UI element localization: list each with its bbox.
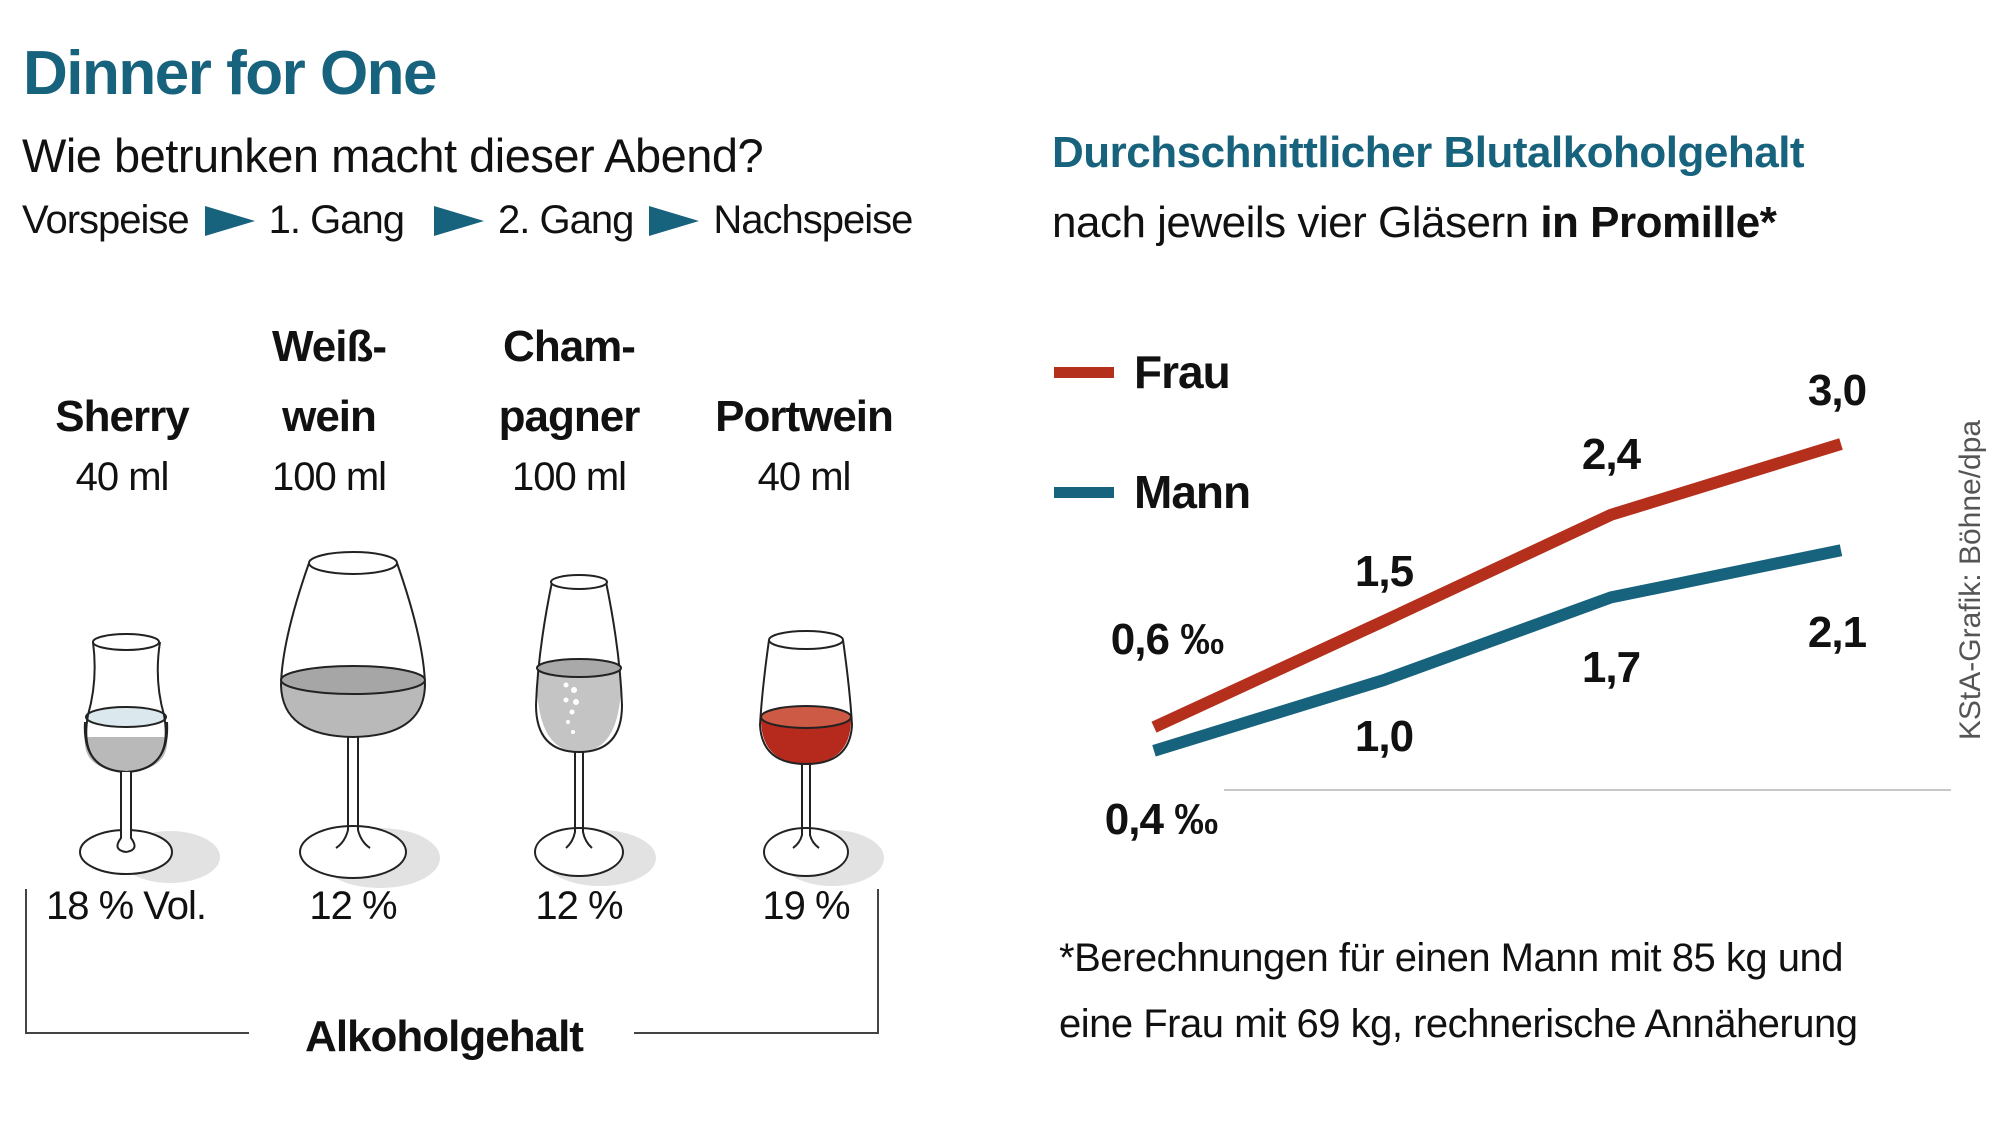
footnote-line: eine Frau mit 69 kg, rechnerische Annähe… bbox=[1059, 1002, 1858, 1046]
footnote-line: *Berechnungen für einen Mann mit 85 kg u… bbox=[1059, 936, 1843, 980]
course-sequence: Vorspeise 1. Gang 2. Gang Nachspeise bbox=[22, 198, 913, 243]
drink-name: pagner bbox=[498, 392, 641, 441]
drink-volume: 40 ml bbox=[75, 455, 170, 499]
drink-name-line1: Cham- bbox=[503, 322, 636, 371]
alcohol-bracket bbox=[25, 889, 879, 1034]
drink-volume: 100 ml bbox=[511, 455, 627, 499]
legend-item-mann: Mann bbox=[1054, 465, 1251, 519]
alcohol-percent: 18 % Vol. bbox=[45, 884, 207, 928]
champagne-glass-icon bbox=[534, 574, 656, 886]
triangle-right-icon bbox=[649, 205, 700, 236]
legend-label: Frau bbox=[1134, 346, 1231, 398]
data-label-mann-3: 1,7 bbox=[1581, 643, 1641, 692]
triangle-right-icon bbox=[434, 205, 484, 236]
sherry-glass-icon bbox=[79, 633, 220, 883]
drink-name-line1: Weiß- bbox=[272, 322, 387, 371]
triangle-right-icon bbox=[204, 205, 255, 236]
data-label-mann-4: 2,1 bbox=[1807, 608, 1867, 657]
legend-swatch-frau bbox=[1054, 366, 1114, 378]
data-label-frau-2: 1,5 bbox=[1354, 547, 1414, 596]
drink-volume: 40 ml bbox=[757, 455, 852, 499]
drink-name: Sherry bbox=[55, 392, 189, 441]
alcohol-percent: 19 % bbox=[762, 884, 850, 928]
port-wine-glass-icon bbox=[758, 630, 884, 886]
white-wine-glass-icon bbox=[279, 551, 440, 888]
data-label-frau-3: 2,4 bbox=[1581, 430, 1641, 479]
footnote: *Berechnungen für einen Mann mit 85 kg u… bbox=[1059, 925, 1858, 1057]
page-subtitle: Wie betrunken macht dieser Abend? bbox=[22, 129, 764, 182]
drink-name: wein bbox=[282, 392, 377, 441]
chart-subtitle: nach jeweils vier Gläsern in Promille* bbox=[1052, 198, 1777, 248]
data-label-frau-4: 3,0 bbox=[1807, 366, 1867, 415]
chart-title: Durchschnittlicher Blutalkoholgehalt bbox=[1052, 128, 1805, 177]
course-label: 2. Gang bbox=[498, 198, 634, 242]
course-label: 1. Gang bbox=[268, 198, 405, 242]
drink-name: Portwein bbox=[715, 392, 894, 441]
drink-volume: 100 ml bbox=[271, 455, 387, 499]
data-label-mann-1: 0,4 ‰ bbox=[1104, 795, 1218, 844]
chart-subtitle-unit: in Promille* bbox=[1540, 198, 1777, 247]
series-line-mann bbox=[1152, 544, 1843, 757]
alcohol-percent: 12 % bbox=[535, 884, 623, 928]
course-label: Vorspeise bbox=[22, 198, 190, 242]
bracket-label: Alkoholgehalt bbox=[305, 1012, 584, 1061]
legend-label: Mann bbox=[1134, 466, 1251, 518]
legend-item-frau: Frau bbox=[1054, 345, 1231, 399]
drink-champagner: Cham- pagner 100 ml bbox=[498, 312, 641, 502]
series-line-frau bbox=[1151, 438, 1843, 733]
drink-sherry: Sherry 40 ml bbox=[55, 312, 189, 502]
drink-portwein: Portwein 40 ml bbox=[715, 312, 894, 502]
legend-swatch-mann bbox=[1054, 486, 1114, 498]
data-label-frau-1: 0,6 ‰ bbox=[1110, 615, 1224, 664]
chart-subtitle-plain: nach jeweils vier Gläsern bbox=[1052, 198, 1541, 247]
alcohol-percent: 12 % bbox=[309, 884, 397, 928]
course-label: Nachspeise bbox=[713, 198, 913, 242]
page-title: Dinner for One bbox=[23, 39, 438, 108]
data-label-mann-2: 1,0 bbox=[1354, 712, 1414, 761]
drink-weisswein: Weiß- wein 100 ml bbox=[271, 312, 387, 502]
credit: KStA-Grafik: Böhne/dpa bbox=[1954, 419, 1987, 741]
